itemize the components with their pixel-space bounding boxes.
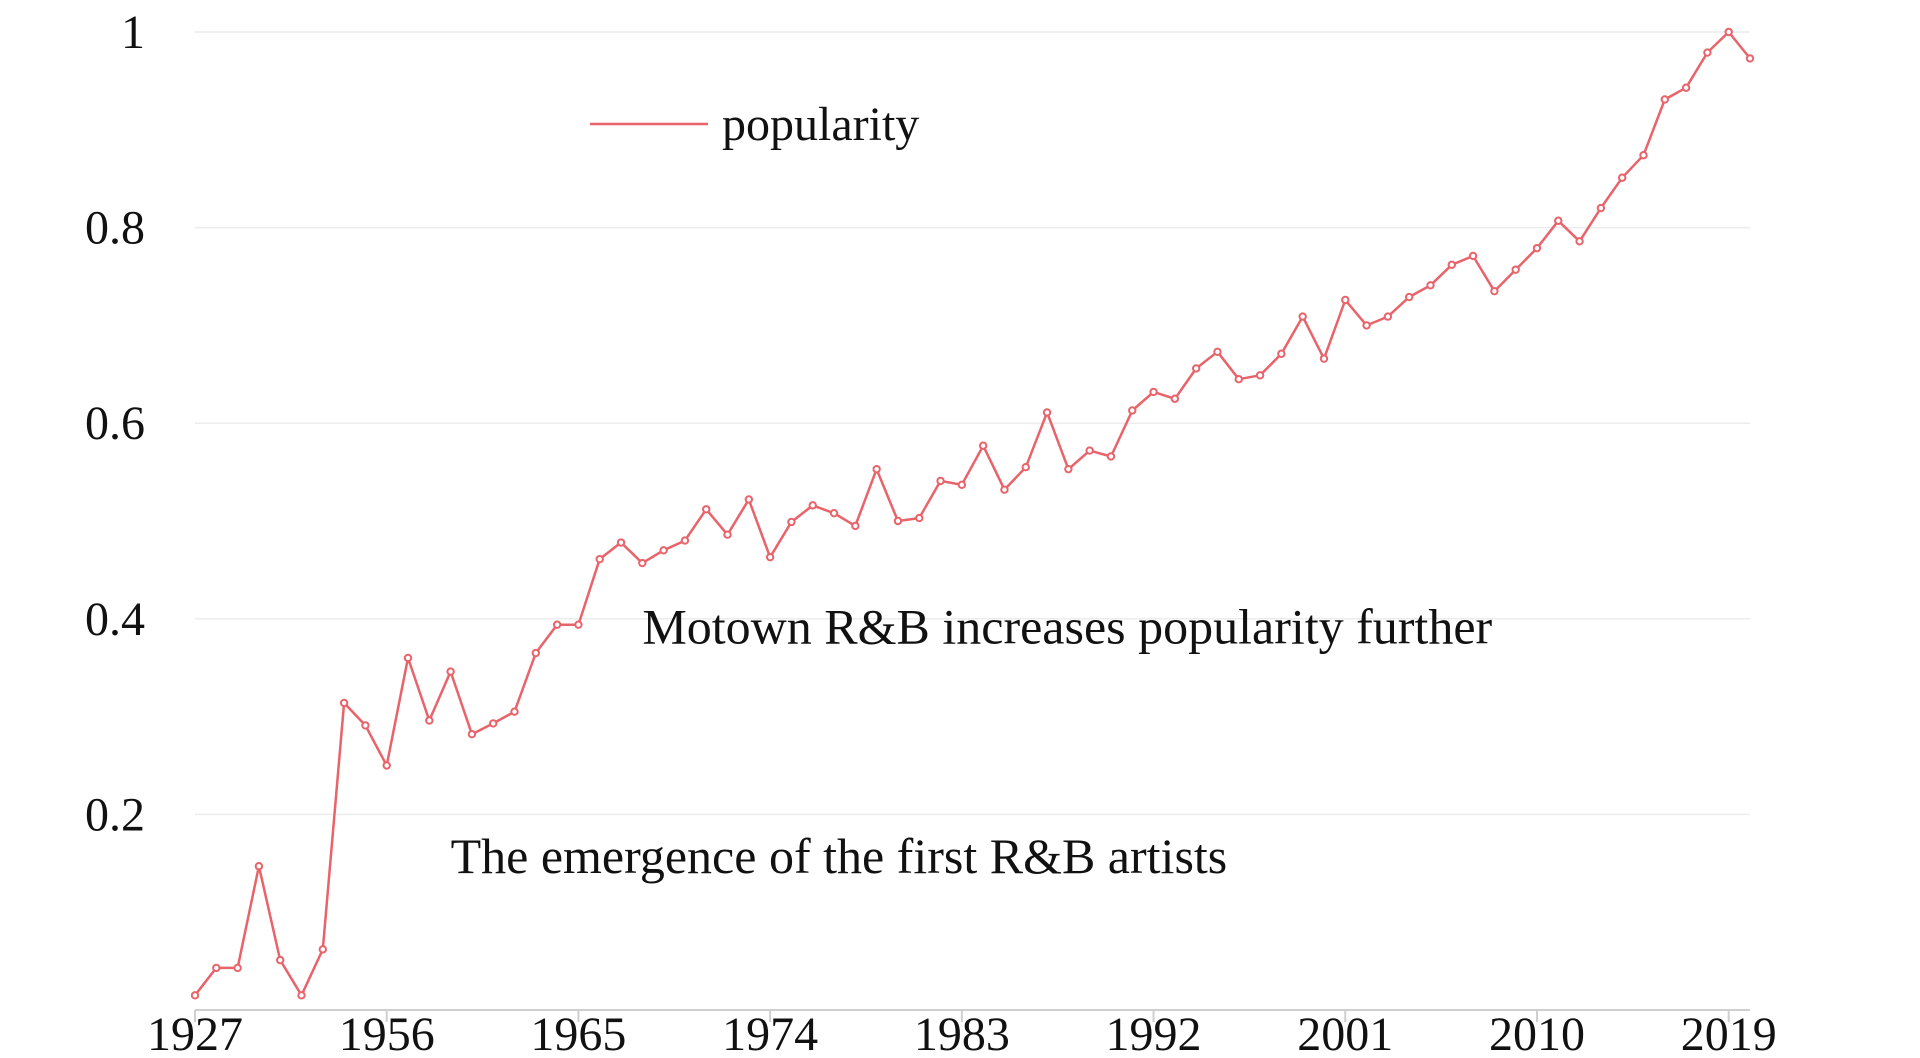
data-point[interactable] xyxy=(1639,151,1648,160)
data-point[interactable] xyxy=(361,721,370,730)
data-point[interactable] xyxy=(680,536,690,545)
data-point[interactable] xyxy=(552,620,562,629)
legend[interactable]: popularity xyxy=(590,98,919,151)
data-point[interactable] xyxy=(1532,243,1542,253)
data-point[interactable] xyxy=(1021,463,1030,472)
x-tick-label: 1974 xyxy=(722,1008,818,1058)
data-point[interactable] xyxy=(829,508,839,518)
data-point[interactable] xyxy=(1000,485,1009,494)
data-point[interactable] xyxy=(1191,364,1201,373)
data-point[interactable] xyxy=(254,862,264,871)
data-point[interactable] xyxy=(851,521,860,531)
data-point[interactable] xyxy=(1319,354,1329,363)
data-point[interactable] xyxy=(276,955,285,965)
data-point[interactable] xyxy=(808,501,817,510)
data-point[interactable] xyxy=(446,667,455,676)
data-point[interactable] xyxy=(765,552,775,562)
data-point[interactable] xyxy=(787,517,796,527)
data-point[interactable] xyxy=(1383,312,1393,321)
data-point[interactable] xyxy=(339,698,349,708)
x-axis-ticks: 1927 1956 1965 1974 1983 1992 2001 2010 2019 xyxy=(147,1008,1777,1058)
y-tick-label: 0.8 xyxy=(85,202,145,255)
series-popularity xyxy=(190,27,1755,1000)
data-point[interactable] xyxy=(1149,387,1158,397)
y-tick-label: 0.2 xyxy=(85,788,145,841)
data-point[interactable] xyxy=(1554,216,1563,225)
gridlines xyxy=(195,31,1750,816)
data-point[interactable] xyxy=(915,513,924,523)
data-point[interactable] xyxy=(190,991,200,1000)
data-point[interactable] xyxy=(1362,321,1371,330)
data-point[interactable] xyxy=(1064,464,1073,474)
data-point[interactable] xyxy=(425,716,434,725)
data-point[interactable] xyxy=(1085,446,1094,455)
data-point[interactable] xyxy=(1128,406,1137,415)
data-point[interactable] xyxy=(233,963,242,973)
data-point[interactable] xyxy=(702,505,711,514)
data-point[interactable] xyxy=(510,707,519,716)
data-point[interactable] xyxy=(595,554,604,564)
data-point[interactable] xyxy=(936,476,945,486)
series-line-popularity xyxy=(194,30,1751,997)
data-point[interactable] xyxy=(978,441,988,450)
data-point[interactable] xyxy=(1703,48,1712,57)
data-point[interactable] xyxy=(1341,295,1350,305)
y-tick-label: 0.4 xyxy=(85,593,145,646)
data-point[interactable] xyxy=(1724,27,1733,37)
x-tick-label: 1927 xyxy=(147,1008,243,1058)
data-point[interactable] xyxy=(403,653,413,663)
data-point[interactable] xyxy=(1617,173,1627,182)
y-axis-ticks: 0.2 0.4 0.6 0.8 1 xyxy=(85,6,145,841)
data-point[interactable] xyxy=(574,620,583,629)
data-point[interactable] xyxy=(723,530,732,539)
x-tick-label: 1992 xyxy=(1106,1008,1202,1058)
data-point[interactable] xyxy=(893,516,903,526)
data-point[interactable] xyxy=(1426,281,1435,290)
data-point[interactable] xyxy=(1213,347,1222,357)
data-point[interactable] xyxy=(1042,408,1052,417)
y-tick-label: 0.6 xyxy=(85,397,145,450)
annotations: The emergence of the first R&B artists Mo… xyxy=(451,598,1493,884)
annotation-text: The emergence of the first R&B artists xyxy=(451,828,1228,884)
x-tick-label: 2010 xyxy=(1489,1008,1585,1058)
data-point[interactable] xyxy=(1106,452,1116,461)
y-tick-label: 1 xyxy=(121,6,145,59)
data-point[interactable] xyxy=(1468,251,1478,261)
data-point[interactable] xyxy=(1404,292,1414,302)
data-point[interactable] xyxy=(744,495,754,504)
data-point[interactable] xyxy=(1660,95,1669,104)
data-point[interactable] xyxy=(1277,349,1286,358)
data-point[interactable] xyxy=(212,963,221,973)
data-point[interactable] xyxy=(318,945,328,954)
data-point[interactable] xyxy=(1596,203,1606,213)
data-point[interactable] xyxy=(1255,371,1265,380)
x-tick-label: 1956 xyxy=(339,1008,435,1058)
data-point[interactable] xyxy=(1745,54,1755,63)
data-point[interactable] xyxy=(957,480,967,490)
data-point[interactable] xyxy=(638,558,647,568)
data-point[interactable] xyxy=(872,464,881,474)
data-point[interactable] xyxy=(1575,237,1584,246)
data-point[interactable] xyxy=(382,761,391,770)
x-tick-label: 2001 xyxy=(1297,1008,1393,1058)
data-point[interactable] xyxy=(1170,394,1180,403)
annotation-text: Motown R&B increases popularity further xyxy=(642,598,1492,654)
data-point[interactable] xyxy=(1490,286,1499,296)
data-point[interactable] xyxy=(297,991,306,1000)
legend-label-popularity: popularity xyxy=(722,98,919,151)
data-point[interactable] xyxy=(1511,265,1520,274)
data-point[interactable] xyxy=(1447,260,1456,269)
data-point[interactable] xyxy=(1681,83,1691,92)
data-point[interactable] xyxy=(531,648,541,658)
data-point[interactable] xyxy=(1234,374,1243,384)
data-point[interactable] xyxy=(467,730,477,739)
data-point[interactable] xyxy=(659,546,668,555)
data-point[interactable] xyxy=(616,538,626,547)
x-tick-label: 1983 xyxy=(914,1008,1010,1058)
x-tick-label: 2019 xyxy=(1681,1008,1777,1058)
x-tick-label: 1965 xyxy=(530,1008,626,1058)
data-point[interactable] xyxy=(489,719,498,728)
data-point[interactable] xyxy=(1298,312,1307,321)
